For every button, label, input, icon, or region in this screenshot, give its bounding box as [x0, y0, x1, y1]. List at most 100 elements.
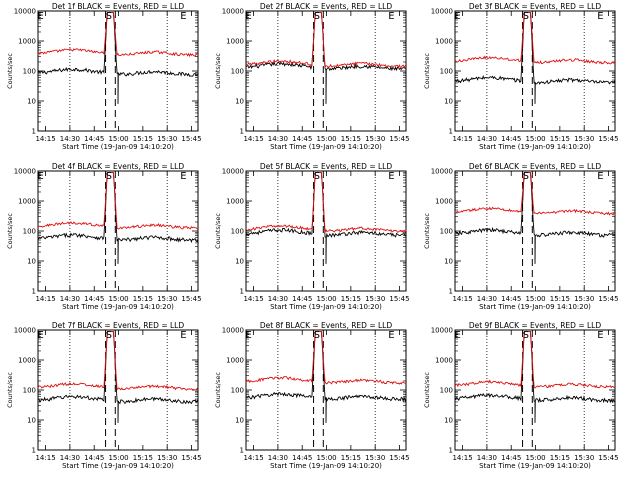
- y-tick-label: 1: [449, 287, 453, 295]
- y-tick-label: 1000: [226, 38, 244, 46]
- panel-det-6f: Det 6f BLACK = Events, RED = LLD 1 10 100 10…: [423, 162, 619, 311]
- x-tick-label: 15:30: [365, 454, 385, 462]
- x-tick-label: 14:30: [60, 454, 80, 462]
- x-tick-label: 15:15: [341, 295, 361, 303]
- y-axis-label: Counts/sec: [214, 53, 222, 89]
- y-tick-label: 10000: [431, 168, 453, 176]
- x-tick-label: 15:45: [389, 135, 409, 143]
- y-tick-label: 10: [27, 98, 36, 106]
- x-tick-label: 15:00: [525, 135, 545, 143]
- x-tick-label: 15:00: [525, 295, 545, 303]
- sun-marker-label: S: [523, 171, 529, 182]
- x-tick-label: 15:30: [157, 135, 177, 143]
- x-tick-label: 14:30: [60, 295, 80, 303]
- events-series-line: [245, 11, 407, 104]
- x-tick-label: 15:00: [525, 454, 545, 462]
- events-series-line: [245, 330, 407, 423]
- y-tick-label: 1000: [226, 357, 244, 365]
- y-tick-label: 1000: [435, 38, 453, 46]
- panel-title: Det 4f BLACK = Events, RED = LLD: [52, 162, 185, 171]
- y-tick-label: 1000: [18, 198, 36, 206]
- events-series-line: [245, 171, 407, 264]
- y-tick-label: 100: [440, 387, 453, 395]
- y-tick-label: 10: [235, 258, 244, 266]
- eclipse-marker-label: E: [455, 11, 461, 22]
- y-tick-label: 10000: [14, 327, 36, 335]
- x-tick-label: 14:15: [452, 295, 472, 303]
- x-tick-label: 14:45: [501, 295, 521, 303]
- y-tick-label: 10000: [222, 8, 244, 16]
- eclipse-marker-label: E: [246, 330, 252, 341]
- panel-title: Det 7f BLACK = Events, RED = LLD: [52, 321, 185, 330]
- y-tick-label: 100: [440, 228, 453, 236]
- events-series-line: [454, 171, 616, 264]
- x-axis-label: Start Time (19-Jan-09 14:10:20): [270, 143, 382, 151]
- x-tick-label: 14:45: [501, 454, 521, 462]
- eclipse-marker-label: E: [388, 330, 394, 341]
- sun-marker-label: S: [523, 11, 529, 22]
- sun-marker-label: S: [314, 11, 320, 22]
- x-tick-label: 15:45: [598, 135, 618, 143]
- x-tick-label: 15:15: [341, 454, 361, 462]
- x-tick-label: 14:45: [501, 135, 521, 143]
- events-series-line: [454, 330, 616, 423]
- plot-frame: [245, 329, 407, 451]
- x-tick-label: 14:45: [292, 454, 312, 462]
- y-tick-label: 1000: [18, 38, 36, 46]
- y-tick-label: 100: [23, 228, 36, 236]
- x-tick-label: 15:30: [365, 135, 385, 143]
- x-tick-label: 14:30: [268, 135, 288, 143]
- x-axis-label: Start Time (19-Jan-09 14:10:20): [479, 462, 591, 470]
- eclipse-marker-label: E: [180, 330, 186, 341]
- lld-series-line: [455, 11, 616, 65]
- y-tick-label: 10: [27, 417, 36, 425]
- x-tick-label: 15:30: [157, 295, 177, 303]
- x-axis-label: Start Time (19-Jan-09 14:10:20): [479, 303, 591, 311]
- y-axis-label: Counts/sec: [423, 213, 431, 249]
- x-tick-label: 15:15: [550, 295, 570, 303]
- x-tick-label: 15:30: [365, 295, 385, 303]
- eclipse-marker-label: E: [597, 171, 603, 182]
- x-tick-label: 15:30: [574, 454, 594, 462]
- x-axis-label: Start Time (19-Jan-09 14:10:20): [270, 303, 382, 311]
- sun-marker-label: S: [106, 11, 112, 22]
- x-tick-label: 15:45: [181, 135, 201, 143]
- x-tick-label: 15:30: [157, 454, 177, 462]
- y-tick-label: 10000: [431, 327, 453, 335]
- eclipse-marker-label: E: [388, 171, 394, 182]
- x-tick-label: 15:15: [133, 135, 153, 143]
- y-tick-label: 10000: [431, 8, 453, 16]
- lld-series-line: [37, 11, 199, 58]
- y-tick-label: 10000: [14, 168, 36, 176]
- panel-title: Det 6f BLACK = Events, RED = LLD: [469, 162, 602, 171]
- panel-det-9f: Det 9f BLACK = Events, RED = LLD 1 10 100 10…: [423, 321, 619, 470]
- y-tick-label: 10000: [14, 8, 36, 16]
- sun-marker-label: S: [314, 171, 320, 182]
- panel-title: Det 8f BLACK = Events, RED = LLD: [260, 321, 393, 330]
- x-tick-label: 14:30: [477, 295, 497, 303]
- y-axis-label: Counts/sec: [214, 372, 222, 408]
- x-axis-label: Start Time (19-Jan-09 14:10:20): [62, 462, 174, 470]
- x-tick-label: 15:00: [316, 135, 336, 143]
- plot-frame: [454, 329, 616, 451]
- y-tick-label: 1: [240, 446, 244, 454]
- y-tick-label: 1000: [226, 198, 244, 206]
- panel-title: Det 1f BLACK = Events, RED = LLD: [52, 2, 185, 11]
- y-tick-label: 10: [235, 98, 244, 106]
- y-tick-label: 1: [32, 127, 36, 135]
- panel-det-2f: Det 2f BLACK = Events, RED = LLD 1 10 100 10…: [214, 2, 410, 151]
- x-tick-label: 15:30: [574, 135, 594, 143]
- panel-title: Det 3f BLACK = Events, RED = LLD: [469, 2, 602, 11]
- x-tick-label: 15:45: [389, 295, 409, 303]
- x-tick-label: 15:15: [550, 454, 570, 462]
- y-tick-label: 10000: [222, 168, 244, 176]
- x-tick-label: 14:15: [452, 454, 472, 462]
- panel-det-8f: Det 8f BLACK = Events, RED = LLD 1 10 100 10…: [214, 321, 410, 470]
- x-tick-label: 14:45: [84, 135, 104, 143]
- eclipse-marker-label: E: [38, 330, 44, 341]
- y-tick-label: 100: [440, 68, 453, 76]
- x-tick-label: 14:15: [35, 135, 55, 143]
- panel-title: Det 2f BLACK = Events, RED = LLD: [260, 2, 393, 11]
- y-axis-label: Counts/sec: [6, 53, 14, 89]
